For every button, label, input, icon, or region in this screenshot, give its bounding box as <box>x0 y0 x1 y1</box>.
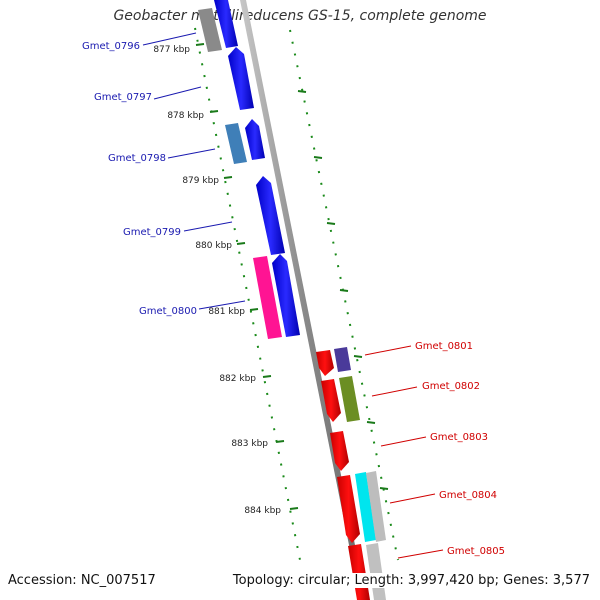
ruler-tick <box>209 110 219 113</box>
gene-label[interactable]: Gmet_0798 <box>108 153 166 164</box>
gene-label[interactable]: Gmet_0800 <box>139 306 197 317</box>
gene-label[interactable]: Gmet_0802 <box>422 381 480 392</box>
ruler-tick <box>275 440 285 443</box>
label-leader-line <box>153 86 202 100</box>
gene-feature-blue[interactable] <box>256 176 285 255</box>
ruler-tick-label: 881 kbp <box>208 307 245 317</box>
gene-feature-cyan[interactable] <box>355 472 376 542</box>
gene-label[interactable]: Gmet_0803 <box>430 432 488 443</box>
ruler-tick-label: 883 kbp <box>231 439 268 449</box>
gene-feature-red[interactable] <box>330 431 349 471</box>
gene-feature-steelblue[interactable] <box>225 123 247 164</box>
gene-feature-blue[interactable] <box>245 119 265 160</box>
right-gene-features <box>316 347 386 600</box>
topology-text: Topology: circular; Length: 3,997,420 bp… <box>232 573 590 588</box>
gene-label[interactable]: Gmet_0805 <box>447 546 505 557</box>
gene-feature-pink[interactable] <box>253 256 282 339</box>
right-gene-labels: Gmet_0801 Gmet_0802 Gmet_0803 Gmet_0804 … <box>364 341 505 559</box>
gene-feature-olive[interactable] <box>339 376 360 422</box>
ruler-tick <box>223 176 233 179</box>
gene-feature-red[interactable] <box>316 350 334 376</box>
minor-ticks <box>297 90 389 490</box>
label-leader-line <box>183 221 233 232</box>
ruler-tick-label: 882 kbp <box>219 374 256 384</box>
gene-feature-gray[interactable] <box>198 8 222 52</box>
gene-label[interactable]: Gmet_0799 <box>123 227 181 238</box>
gene-feature-red[interactable] <box>337 475 360 543</box>
label-leader-line <box>389 493 436 504</box>
left-gene-features <box>198 0 300 339</box>
gene-feature-gray[interactable] <box>366 471 386 542</box>
ruler-tick-label: 879 kbp <box>182 176 219 186</box>
gene-label[interactable]: Gmet_0796 <box>82 41 140 52</box>
label-leader-line <box>142 32 197 46</box>
ruler-tick <box>262 375 272 378</box>
gene-label[interactable]: Gmet_0797 <box>94 92 152 103</box>
gene-label[interactable]: Gmet_0804 <box>439 490 497 501</box>
ruler-tick-label: 877 kbp <box>153 45 190 55</box>
label-leader-line <box>167 148 216 159</box>
gene-feature-purple[interactable] <box>334 347 351 372</box>
label-leader-line <box>364 345 412 356</box>
gene-feature-red[interactable] <box>348 544 370 600</box>
accession-text: Accession: NC_007517 <box>8 573 156 588</box>
gene-label[interactable]: Gmet_0801 <box>415 341 473 352</box>
label-leader-line <box>198 300 246 310</box>
ruler-tick <box>195 43 205 46</box>
gene-feature-red[interactable] <box>321 379 341 422</box>
ruler-tick <box>236 242 246 245</box>
label-leader-line <box>397 549 444 559</box>
gene-feature-gray[interactable] <box>366 543 386 600</box>
ruler-tick <box>289 507 299 510</box>
ruler-tick-label: 880 kbp <box>195 241 232 251</box>
gene-feature-blue[interactable] <box>228 47 254 110</box>
label-leader-line <box>371 386 418 397</box>
label-leader-line <box>380 436 427 447</box>
ruler-tick <box>249 308 259 311</box>
gene-feature-blue[interactable] <box>214 0 238 48</box>
ruler-tick-group: 877 kbp 878 kbp 879 kbp 880 kbp 881 kbp … <box>153 43 299 516</box>
left-gene-labels: Gmet_0796 Gmet_0797 Gmet_0798 Gmet_0799 … <box>82 32 246 317</box>
ruler-tick-label: 878 kbp <box>167 111 204 121</box>
ruler-tick-label: 884 kbp <box>244 506 281 516</box>
gene-feature-blue[interactable] <box>272 254 300 337</box>
